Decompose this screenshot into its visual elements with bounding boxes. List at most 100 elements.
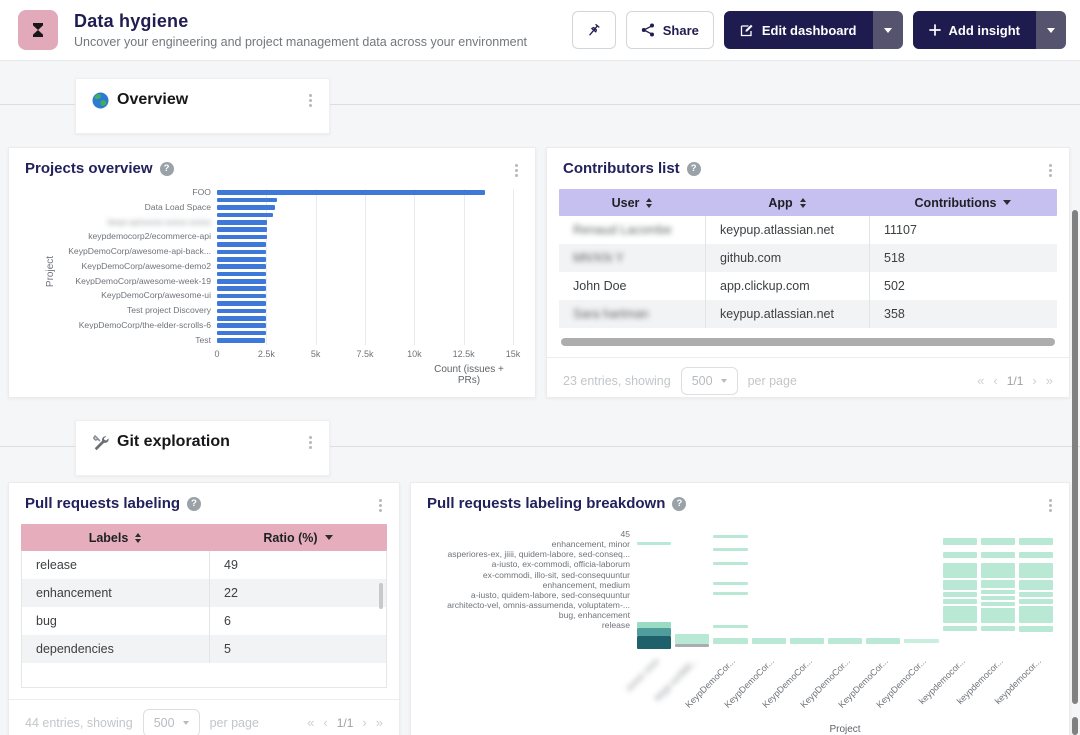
page-vertical-scrollbar[interactable]: [1072, 210, 1078, 704]
bar: [217, 323, 266, 329]
section-overview-menu-button[interactable]: [303, 91, 317, 107]
entries-text: 44 entries, showing: [25, 715, 133, 730]
help-icon[interactable]: [672, 496, 687, 511]
chart-segment: [1018, 538, 1054, 545]
bar-track: [217, 233, 513, 240]
bar-label: KeypDemoCorp/awesome-demo2: [81, 262, 211, 271]
pr-labeling-sort-ratio[interactable]: Ratio (%): [209, 531, 387, 545]
bar-track: [217, 337, 513, 344]
edit-dashboard-button[interactable]: Edit dashboard: [723, 11, 873, 49]
prev-page-button[interactable]: ‹: [323, 715, 328, 730]
next-page-button[interactable]: ›: [1032, 373, 1037, 388]
bar-row: [217, 329, 513, 336]
chart-column: keypdemocor...: [955, 526, 1015, 722]
contributors-list-menu-button[interactable]: [1043, 161, 1057, 177]
cell-app: keypup.atlassian.net: [705, 216, 869, 244]
contributors-horizontal-scrollbar[interactable]: [561, 338, 1055, 346]
add-insight-menu-button[interactable]: [1036, 11, 1066, 49]
section-title-overview: Overview: [117, 91, 189, 108]
column-segments: [866, 526, 901, 650]
pr-breakdown-chart: 45 enhancement, minor asperiores-ex, jiiii…: [411, 526, 1069, 722]
section-card-overview: Overview: [75, 78, 330, 134]
bar: [217, 264, 267, 269]
contributors-list-card: Contributors list User App Contributions: [546, 147, 1070, 398]
cell-contributions: 11107: [869, 216, 1057, 244]
chart-segment: [980, 538, 1015, 545]
bar-track: [217, 307, 513, 314]
contributors-page-size-select[interactable]: 500: [680, 366, 738, 395]
cell-contributions: 518: [869, 244, 1057, 272]
contributors-sort-user[interactable]: User: [559, 196, 705, 210]
page-vertical-scrollbar-end[interactable]: [1072, 717, 1078, 735]
table-row: bug 6: [22, 607, 386, 635]
help-icon[interactable]: [159, 161, 174, 176]
chart-column: KeypDemoCor...: [684, 526, 748, 722]
help-icon[interactable]: [686, 161, 701, 176]
sort-desc-icon: [324, 535, 333, 540]
section-card-git-exploration: Git exploration: [75, 420, 330, 476]
first-page-button[interactable]: «: [977, 373, 985, 388]
pin-button[interactable]: [571, 11, 616, 49]
x-tick-label: 0: [214, 349, 220, 360]
chart-segment: [827, 638, 863, 644]
gridline: [266, 189, 268, 345]
contributors-sort-app[interactable]: App: [705, 196, 869, 210]
contributors-table: User App Contributions Renaud Lacombe key…: [559, 189, 1057, 328]
chevron-down-icon: [883, 27, 892, 33]
cell-ratio: 22: [209, 579, 386, 607]
chart-segment: [980, 563, 1015, 578]
chevron-down-icon: [182, 720, 189, 725]
next-page-button[interactable]: ›: [362, 715, 367, 730]
y-axis-tick-label: enhancement, medium: [542, 579, 630, 590]
bar-label: KeypDemoCorp/awesome-api-back...: [68, 248, 211, 256]
chart-segment: [904, 639, 939, 643]
chart-segment: [942, 599, 977, 604]
first-page-button[interactable]: «: [307, 715, 315, 730]
bar-row: Test: [195, 337, 513, 344]
gridline: [513, 189, 514, 345]
column-segments: [980, 526, 1015, 650]
cell-label: bug: [36, 614, 57, 628]
pr-labeling-page-size-select[interactable]: 500: [142, 708, 200, 735]
bar-track: [217, 278, 513, 285]
bar-label: Test: [195, 336, 211, 345]
contributors-sort-contributions[interactable]: Contributions: [869, 196, 1057, 210]
bar: [217, 308, 266, 314]
contributors-table-header: User App Contributions: [559, 189, 1057, 216]
prev-page-button[interactable]: ‹: [993, 373, 998, 388]
entries-text: 23 entries, showing: [563, 373, 671, 388]
projects-overview-menu-button[interactable]: [509, 161, 523, 177]
bar-label: Data Load Space: [144, 203, 211, 212]
plus-icon: [928, 24, 941, 36]
pr-breakdown-columns: xxxxx xxxx keyp-xx/ddd... KeypDemoCor... Ke…: [624, 526, 1069, 722]
bar-row: KeypDemoCorp/awesome-ui: [101, 292, 513, 300]
chart-segment: [751, 638, 786, 644]
pr-breakdown-menu-button[interactable]: [1043, 496, 1057, 512]
bar-label: FOO: [192, 188, 211, 197]
last-page-button[interactable]: »: [1045, 373, 1053, 388]
chart-column: KeypDemoCor...: [760, 526, 824, 722]
gridline: [414, 189, 416, 345]
column-segments: [942, 526, 977, 650]
contributors-pager: « ‹ 1/1 › »: [977, 373, 1053, 388]
chevron-down-icon: [1047, 27, 1055, 33]
edit-dashboard-menu-button[interactable]: [872, 11, 903, 49]
section-git-menu-button[interactable]: [303, 433, 317, 449]
bar: [217, 301, 266, 306]
bar-row: [217, 256, 513, 263]
help-icon[interactable]: [187, 496, 202, 511]
chart-segment: [866, 638, 901, 644]
share-button[interactable]: Share: [625, 11, 714, 49]
pr-labeling-vertical-scrollbar[interactable]: [379, 583, 383, 609]
bar-row: FOO: [192, 189, 513, 196]
column-segments: [675, 526, 710, 650]
cell-user: John Doe: [573, 279, 627, 293]
column-segments: [751, 526, 786, 650]
pr-labeling-menu-button[interactable]: [373, 496, 387, 512]
bar-row: [217, 315, 513, 322]
last-page-button[interactable]: »: [375, 715, 383, 730]
add-insight-button[interactable]: Add insight: [912, 11, 1036, 49]
bar-row: Test project Discovery: [127, 307, 513, 315]
sort-desc-icon: [1003, 200, 1012, 205]
pr-labeling-sort-labels[interactable]: Labels: [21, 531, 209, 545]
